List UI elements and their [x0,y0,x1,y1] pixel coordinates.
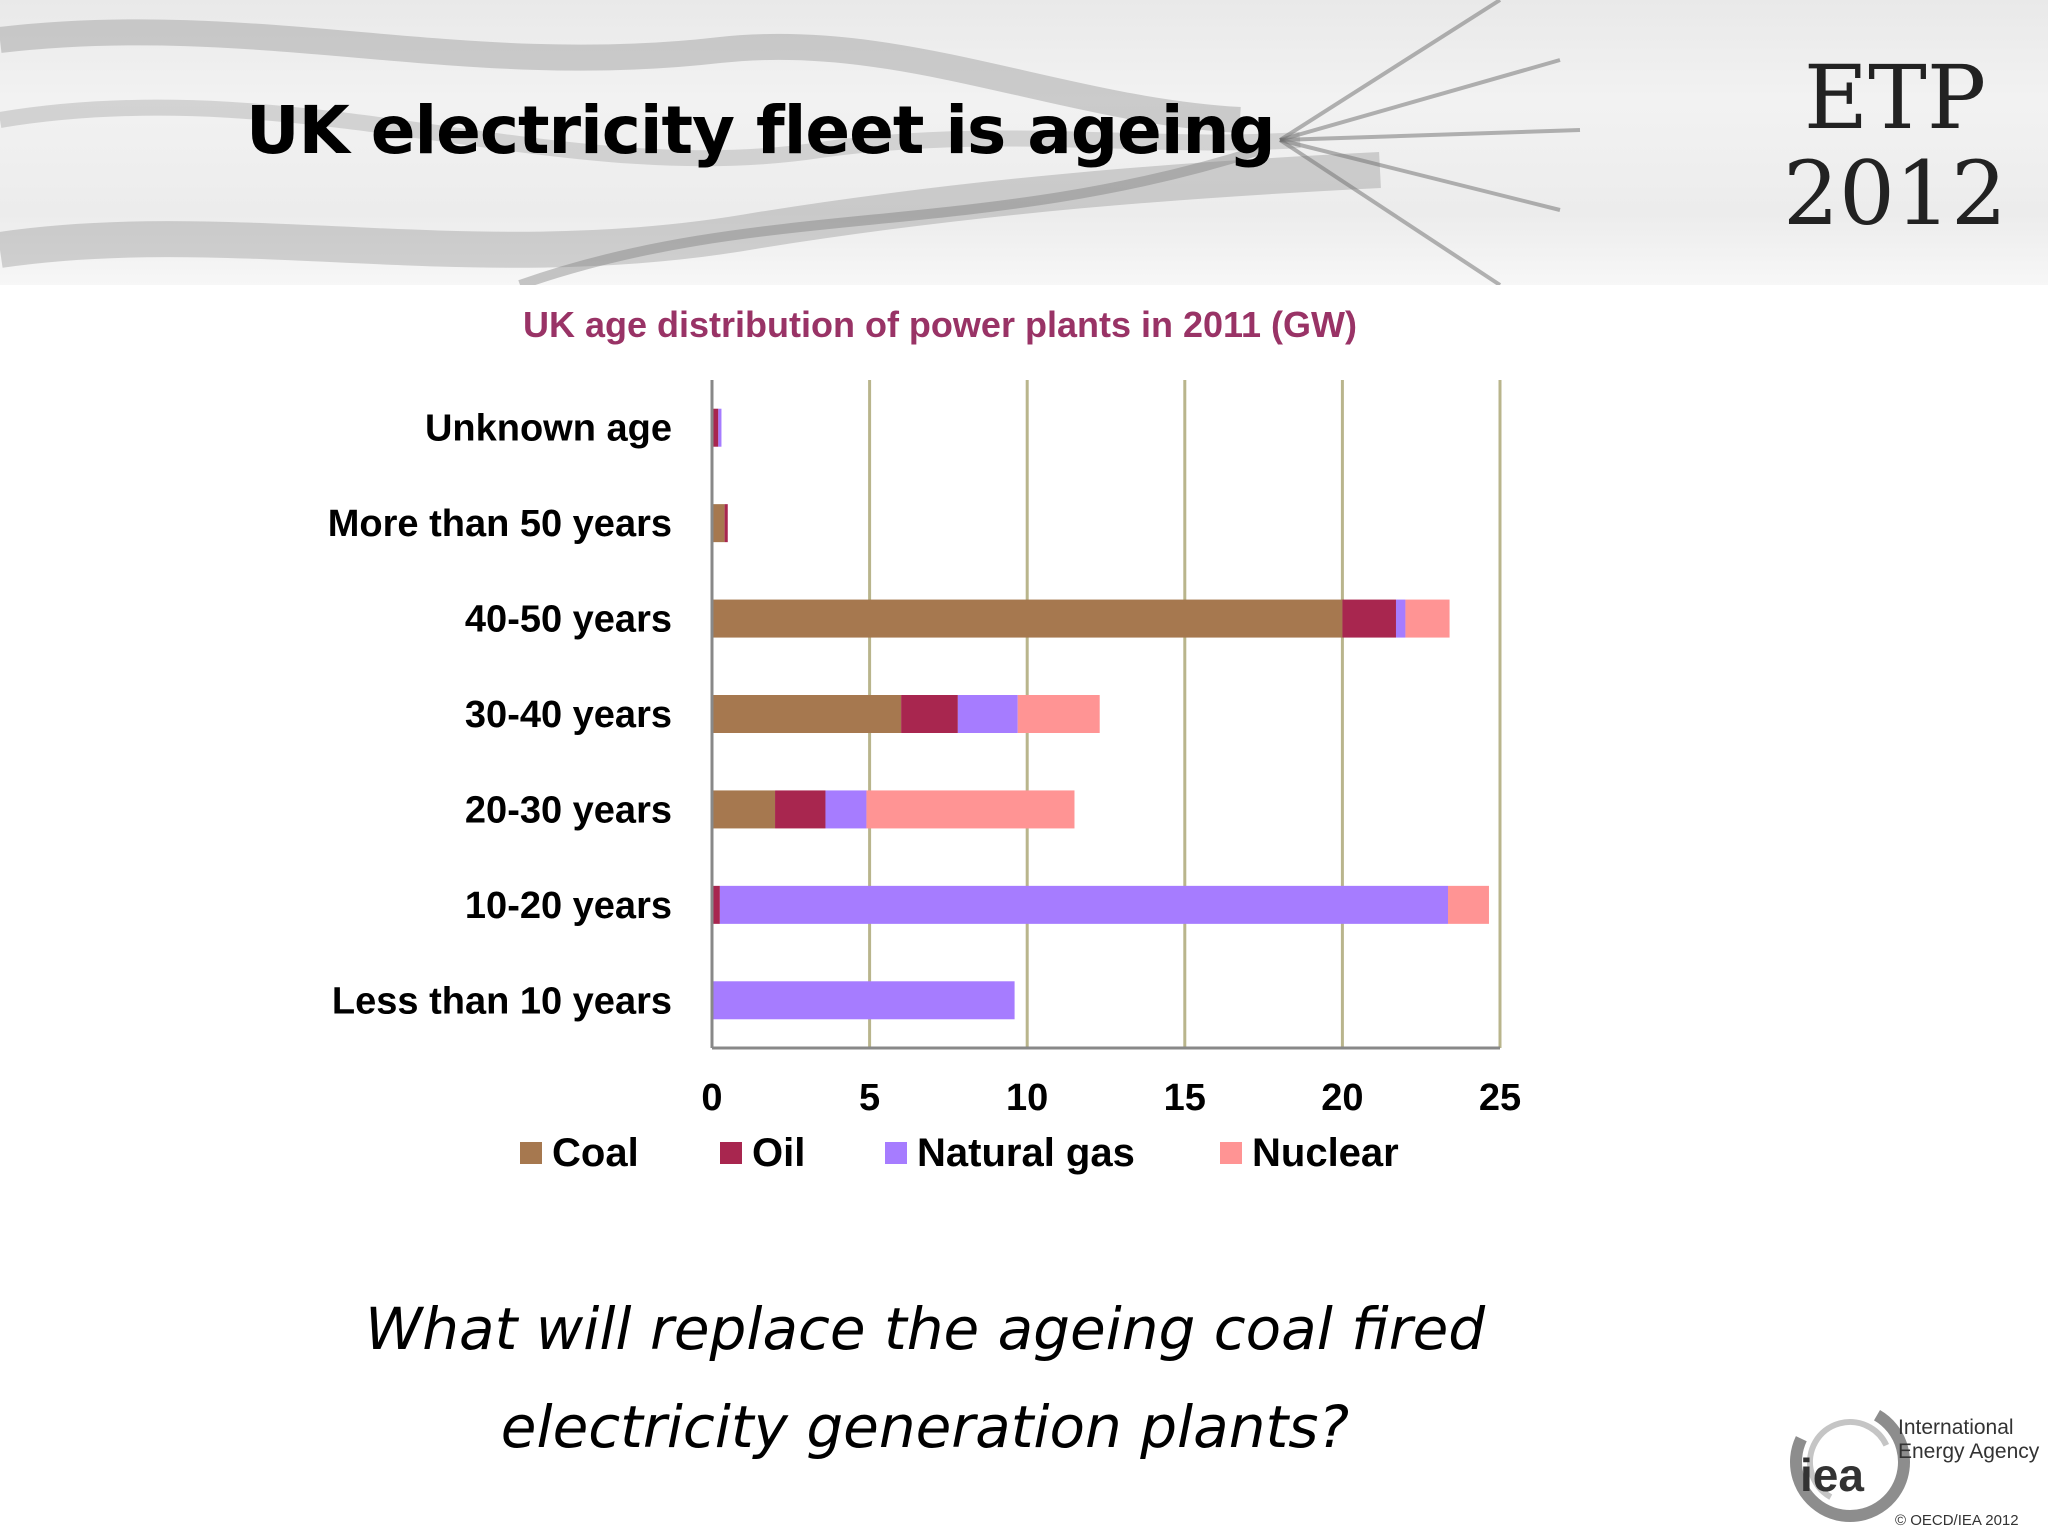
legend-label: Oil [752,1130,806,1175]
legend-label: Nuclear [1252,1130,1399,1175]
copyright-text: © OECD/IEA 2012 [1895,1512,2019,1529]
question-line-2: electricity generation plants? [500,1393,1350,1461]
bar-4-coal [712,790,776,829]
tick-labels: 0 5 10 15 20 25 [701,1077,1521,1119]
bar-5-natural-gas [719,885,1448,924]
category-label-5: 10-20 years [465,885,672,927]
bar-2-nuclear [1405,599,1450,638]
etp-logo-line2: 2012 [1783,142,2007,245]
x-tick-label-25: 25 [1479,1077,1521,1119]
x-tick-label-20: 20 [1321,1077,1363,1119]
bar-1-oil [724,504,728,543]
legend-swatch [1220,1142,1242,1164]
bar-0-natural-gas [718,408,722,447]
legend-label: Natural gas [917,1130,1135,1175]
bar-3-oil [901,695,958,733]
legend-label: Coal [552,1130,639,1175]
question-line-1: What will replace the ageing coal fired [364,1295,1486,1363]
legend-swatch [885,1142,907,1164]
question-text: What will replace the ageing coal fired … [290,1280,1560,1476]
iea-name: International Energy Agency [1898,1416,2039,1464]
bar-2-coal [712,599,1343,638]
x-tick-label-0: 0 [701,1077,722,1119]
etp-logo-line1: ETP [1803,46,1987,149]
category-label-1: More than 50 years [328,503,672,545]
header-banner [0,0,2048,285]
category-label-2: 40-50 years [465,599,672,641]
slide-title: UK electricity fleet is ageing [246,92,1276,169]
bar-1-coal [712,504,725,543]
iea-name-line1: International [1898,1416,2014,1439]
bar-5-nuclear [1447,885,1489,924]
bar-5-oil [712,885,720,924]
iea-logo-icon [1790,1402,1910,1522]
legend-swatch [520,1142,542,1164]
legend-item-coal: Coal [520,1128,639,1178]
bar-4-natural-gas [825,790,867,829]
header-background-art [0,0,1581,285]
bar-4-oil [775,790,826,829]
bar-6-natural-gas [712,981,1015,1020]
x-tick-label-15: 15 [1164,1077,1206,1119]
category-label-6: Less than 10 years [332,980,672,1022]
bar-3-natural-gas [957,695,1018,733]
legend-item-nuclear: Nuclear [1220,1128,1399,1178]
category-label-3: 30-40 years [465,694,672,736]
bar-2-oil [1342,599,1396,638]
x-tick-label-5: 5 [859,1077,880,1119]
x-tick-label-10: 10 [1006,1077,1048,1119]
category-labels: Unknown age More than 50 years 40-50 years… [328,408,672,1023]
legend-item-natural-gas: Natural gas [885,1128,1135,1178]
bar-4-nuclear [866,790,1075,829]
category-label-0: Unknown age [425,408,672,450]
legend-swatch [720,1142,742,1164]
bar-0-oil [712,408,719,447]
etp-logo: ETP 2012 [1770,50,2020,242]
iea-mark: iea [1800,1449,1864,1501]
legend-item-oil: Oil [720,1128,805,1178]
chart-title: UK age distribution of power plants in 2… [522,304,1358,345]
axes [710,380,1500,1050]
category-label-4: 20-30 years [465,789,672,831]
bar-3-coal [712,695,902,733]
bar-2-natural-gas [1395,599,1406,638]
bars [712,408,1489,1020]
bar-chart: Unknown age More than 50 years 40-50 years… [328,380,1521,1119]
chart-legend: Coal Oil Natural gas Nuclear [520,1128,1420,1178]
bar-3-nuclear [1017,695,1100,733]
iea-name-line2: Energy Agency [1898,1440,2040,1463]
